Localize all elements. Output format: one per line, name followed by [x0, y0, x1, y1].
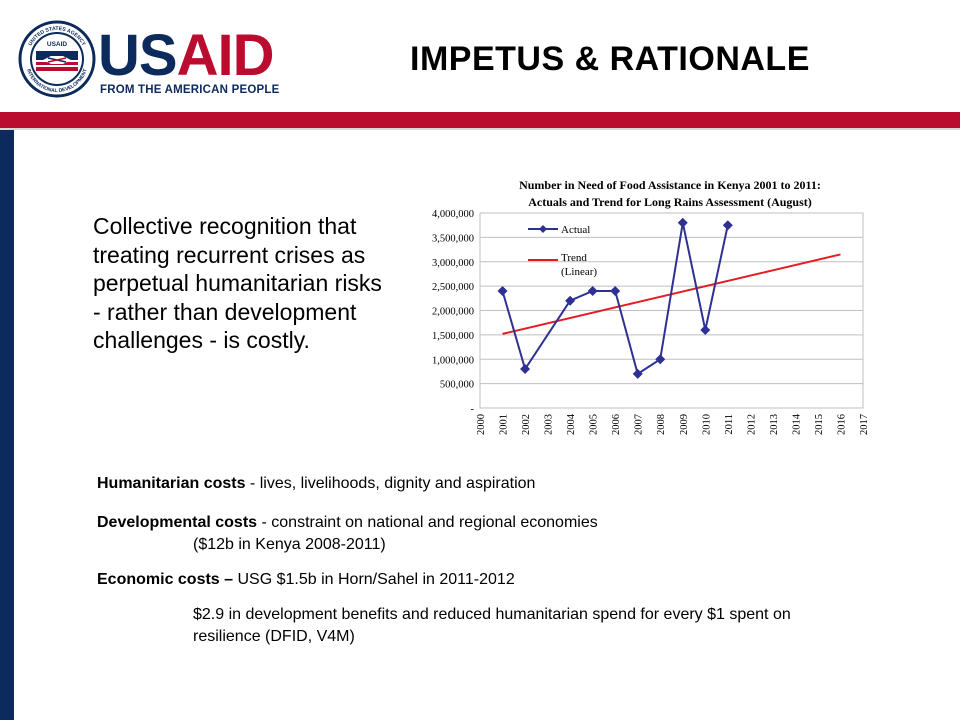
logo-tagline: FROM THE AMERICAN PEOPLE	[100, 84, 280, 96]
chart-title-line-2: Actuals and Trend for Long Rains Assessm…	[528, 195, 812, 209]
left-accent-bar	[0, 112, 14, 720]
economic-text: USG $1.5b in Horn/Sahel in 2011-2012	[233, 571, 515, 588]
x-tick-label: 2014	[791, 413, 802, 435]
legend-actual-label: Actual	[561, 224, 590, 236]
y-tick-label: 3,000,000	[432, 258, 474, 269]
x-tick-label: 2013	[769, 414, 780, 435]
actual-point-marker	[520, 364, 531, 374]
x-tick-label: 2007	[634, 414, 645, 435]
economic-label: Economic costs –	[97, 571, 234, 588]
actual-point-marker	[565, 295, 576, 306]
wordmark-us: US	[98, 23, 178, 88]
x-tick-label: 2002	[521, 414, 532, 435]
x-tick-label: 2015	[814, 414, 825, 435]
y-tick-label: 3,500,000	[432, 233, 474, 244]
legend-trend-label: Trend	[561, 252, 587, 264]
bullet-humanitarian: Humanitarian costs - lives, livelihoods,…	[97, 473, 837, 495]
y-tick-label: 1,500,000	[432, 331, 474, 342]
x-tick-label: 2009	[679, 414, 690, 435]
actual-point-marker	[700, 325, 711, 335]
actual-point-marker	[722, 220, 733, 231]
x-tick-label: 2011	[724, 414, 735, 435]
bullet-economic: Economic costs – USG $1.5b in Horn/Sahel…	[97, 569, 837, 591]
developmental-label: Developmental costs	[97, 514, 258, 531]
cost-bullets: Humanitarian costs - lives, livelihoods,…	[97, 473, 837, 648]
y-tick-label: 500,000	[440, 380, 474, 391]
humanitarian-label: Humanitarian costs	[97, 475, 246, 492]
lead-paragraph: Collective recognition that treating rec…	[93, 213, 382, 353]
page-title: IMPETUS & RATIONALE	[410, 40, 810, 78]
x-tick-label: 2010	[701, 414, 712, 435]
y-tick-label: -	[471, 404, 475, 415]
actual-line	[501, 222, 729, 376]
x-tick-label: 2000	[476, 414, 487, 435]
actual-point-marker	[497, 286, 508, 296]
x-tick-label: 2006	[611, 414, 622, 435]
x-tick-label: 2004	[566, 413, 577, 435]
x-tick-label: 2005	[589, 414, 600, 435]
x-tick-label: 2016	[836, 414, 847, 435]
legend-actual-marker	[539, 225, 547, 233]
x-tick-label: 2008	[656, 414, 667, 435]
y-tick-label: 4,000,000	[432, 209, 474, 220]
x-tick-label: 2012	[746, 414, 757, 435]
y-tick-label: 2,500,000	[432, 282, 474, 293]
chart-legend: Actual Trend (Linear)	[528, 224, 597, 278]
food-assistance-chart: Number in Need of Food Assistance in Ken…	[432, 178, 870, 435]
seal-center-text: USAID	[47, 41, 68, 48]
chart-title-line-1: Number in Need of Food Assistance in Ken…	[519, 178, 821, 192]
bullet-developmental: Developmental costs - constraint on nati…	[97, 512, 837, 534]
x-tick-label: 2001	[499, 414, 510, 435]
header-red-band	[0, 112, 960, 128]
actual-point-marker	[587, 286, 598, 296]
humanitarian-text: - lives, livelihoods, dignity and aspira…	[245, 475, 536, 492]
usaid-seal-icon: USAID UNITED STATES AGENCY INTERNATIONAL…	[18, 20, 96, 98]
legend-trend-label-sub: (Linear)	[561, 266, 597, 278]
usaid-logo: USAID UNITED STATES AGENCY INTERNATIONAL…	[18, 18, 288, 108]
developmental-text: - constraint on national and regional ec…	[257, 514, 598, 531]
y-tick-label: 1,000,000	[432, 355, 474, 366]
usaid-wordmark: USAID	[98, 27, 274, 85]
wordmark-aid: AID	[176, 23, 275, 88]
actual-point-marker	[610, 286, 621, 296]
actual-point-marker	[655, 354, 666, 365]
y-tick-label: 2,000,000	[432, 307, 474, 318]
economic-subtext: $2.9 in development benefits and reduced…	[193, 606, 791, 645]
actual-point-marker	[677, 217, 688, 228]
actual-point-marker	[632, 368, 643, 379]
x-tick-label: 2017	[859, 414, 870, 435]
developmental-subtext: ($12b in Kenya 2008-2011)	[193, 536, 386, 553]
header-divider	[0, 128, 960, 130]
x-tick-label: 2003	[544, 414, 555, 435]
